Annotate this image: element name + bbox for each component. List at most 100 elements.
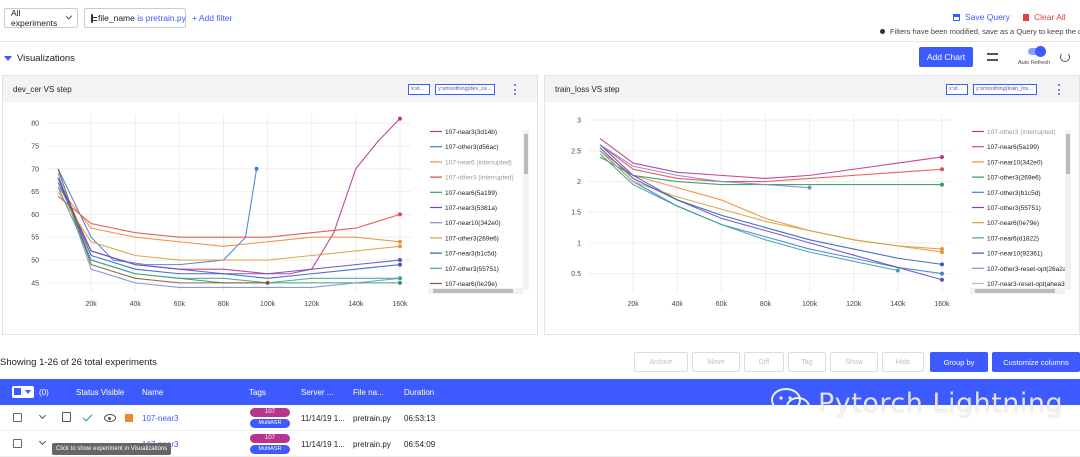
watermark-text: Pytorch Lightning (818, 387, 1064, 419)
legend-item: 107-near10(342e0) (445, 220, 501, 227)
series-line (57, 186, 400, 284)
series-line (599, 150, 943, 250)
legend-item: 107-other3(d56ac) (445, 144, 498, 151)
clear-all-button[interactable]: Clear All (1023, 12, 1066, 22)
x-tick-label: 100k (802, 301, 818, 308)
tag-badge: MultiASR (250, 445, 290, 454)
x-axis-chip[interactable]: x:st... (946, 84, 968, 95)
legend-item: 107-other3(269e6) (987, 175, 1041, 182)
series-end-point (397, 276, 402, 281)
file-name-cell: pretrain.py (353, 414, 391, 423)
column-name[interactable]: Name (142, 388, 164, 397)
status-check-icon (82, 411, 93, 422)
column-server[interactable]: Server ... (301, 388, 334, 397)
more-vert-icon[interactable] (514, 84, 517, 95)
clear-all-label: Clear All (1034, 12, 1066, 22)
expand-chevron-icon[interactable] (38, 411, 47, 420)
legend-item: 107-other3 (interrupted) (987, 129, 1056, 136)
pin-icon[interactable] (62, 412, 71, 422)
legend-item: 107-near6 (interrupted) (445, 159, 512, 166)
visualizations-toggle[interactable]: Visualizations (4, 53, 75, 64)
y-tick-label: 70 (31, 166, 39, 173)
legend-item: 107-near6(5a199) (987, 144, 1039, 151)
y-tick-label: 3 (577, 118, 581, 125)
show-button[interactable]: Show (830, 352, 878, 372)
filter-chip[interactable]: file_name is pretrain.py (84, 8, 186, 28)
x-tick-label: 140k (890, 301, 906, 308)
x-tick-label: 160k (934, 301, 950, 308)
series-end-point (397, 280, 402, 285)
series-end-point (397, 262, 402, 267)
x-tick-label: 120k (846, 301, 862, 308)
column-file-name[interactable]: File na... (353, 388, 384, 397)
chart-title: train_loss VS step (555, 85, 620, 94)
layout-icon[interactable] (987, 53, 998, 61)
train-loss-chart: 20k 40k 60k 80k 100k 120k 140k 160k 0.5 1 1.5 2 2.5 3… (571, 114, 1071, 308)
y-tick-label: 2 (577, 179, 581, 186)
select-all-checkbox[interactable] (12, 386, 34, 398)
series-line (57, 118, 401, 275)
tag-button[interactable]: Tag (788, 352, 826, 372)
hide-button[interactable]: Hide (882, 352, 924, 372)
tag-badge: 107 (250, 408, 290, 417)
column-tags[interactable]: Tags (249, 388, 266, 397)
filter-field: file_name (98, 13, 135, 23)
archive-button[interactable]: Archive (634, 352, 688, 372)
visibility-eye-icon[interactable] (104, 414, 116, 422)
duration-cell: 06:53:13 (404, 414, 436, 423)
chart-panel-train-loss: train_loss VS step x:st... y:smoothing(t… (544, 75, 1080, 335)
y-axis-chip[interactable]: y:smoothing(train_los... (973, 84, 1037, 95)
series-end-point (939, 154, 944, 159)
group-by-button[interactable]: Group by (930, 352, 988, 372)
save-query-button[interactable]: Save Query (953, 12, 1010, 22)
series-line (57, 186, 401, 247)
experiments-select[interactable]: All experiments (4, 8, 78, 28)
x-axis-chip[interactable]: x:st... (408, 84, 430, 95)
series-end-point (254, 166, 259, 171)
customize-columns-button[interactable]: Customize columns (992, 352, 1080, 372)
y-tick-label: 60 (31, 212, 39, 219)
x-tick-label: 20k (627, 301, 639, 308)
column-duration[interactable]: Duration (404, 388, 435, 397)
experiment-name-link[interactable]: 107-near3 (142, 414, 179, 423)
column-status-visible[interactable]: Status Visible (76, 388, 125, 397)
series-line (599, 150, 943, 253)
series-end-point (397, 116, 402, 121)
refresh-icon[interactable] (1060, 52, 1070, 62)
table-row[interactable]: 107-near3 107 MultiASR 11/14/19 1... pre… (0, 405, 1080, 431)
row-checkbox[interactable] (13, 413, 22, 422)
x-tick-label: 80k (218, 301, 230, 308)
diff-button[interactable]: Diff (744, 352, 784, 372)
color-swatch[interactable] (125, 414, 133, 422)
add-filter-link[interactable]: + Add filter (192, 13, 233, 23)
move-button[interactable]: Move (692, 352, 740, 372)
auto-refresh-toggle[interactable] (1028, 46, 1046, 57)
expand-chevron-icon[interactable] (38, 437, 47, 446)
x-tick-label: 40k (130, 301, 142, 308)
dev-cer-chart: 20k 40k 60k 80k 100k 120k 140k 160k 45 50 55 60 65 70… (31, 114, 529, 308)
filter-value: pretrain.py (145, 13, 186, 23)
x-tick-label: 100k (260, 301, 276, 308)
x-tick-label: 20k (85, 301, 97, 308)
modified-note: Filters have been modified, save as a Qu… (880, 27, 1080, 36)
series-end-point (397, 244, 402, 249)
legend-item: 107-other3(b1c5d) (987, 190, 1040, 197)
server-cell: 11/14/19 1... (301, 414, 345, 423)
series-line (57, 177, 401, 279)
series-end-point (939, 262, 944, 267)
tooltip: Click to show experiment in Visualizatio… (52, 443, 172, 455)
experiments-count: Showing 1-26 of 26 total experiments (0, 357, 157, 368)
selected-count: (0) (39, 388, 49, 397)
legend-item: 107-near6(5a199) (445, 190, 497, 197)
more-vert-icon[interactable] (1058, 84, 1061, 95)
legend-item: 107-near10(342e0) (987, 159, 1043, 166)
y-axis-chip[interactable]: y:smoothing(dev_ce... (435, 84, 495, 95)
legend-h-scroll-thumb (975, 289, 1055, 293)
add-chart-button[interactable]: Add Chart (919, 47, 973, 67)
info-icon (880, 29, 885, 34)
legend-item: 107-near3(5381a) (445, 205, 497, 212)
row-checkbox[interactable] (13, 439, 22, 448)
series-end-point (895, 268, 900, 273)
series-line (57, 168, 258, 266)
legend-item: 107-near3(b1c5d) (445, 251, 497, 258)
